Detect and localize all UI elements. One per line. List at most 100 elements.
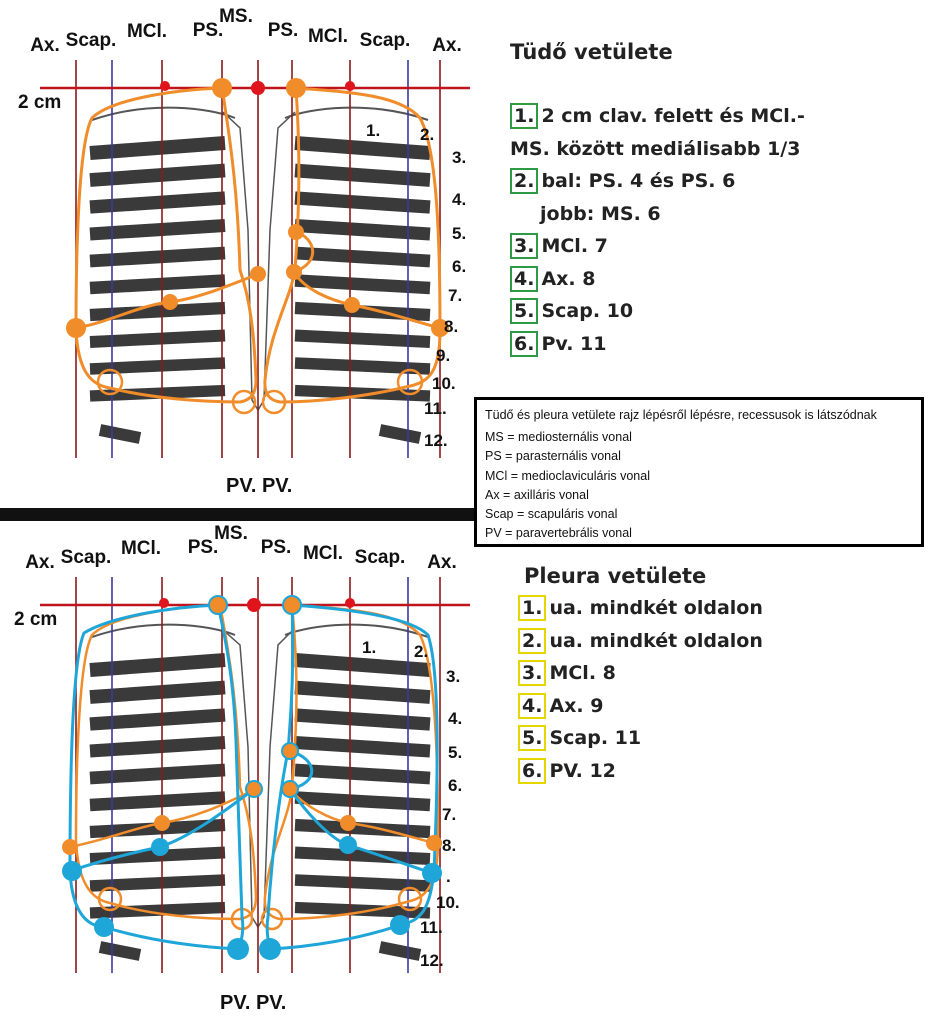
line-label: Ax. bbox=[25, 552, 55, 573]
lung-legend: 1. 2 cm clav. felett és MCl.- MS. között … bbox=[510, 100, 805, 360]
recessus-circles bbox=[96, 368, 424, 415]
rib-number: 11. bbox=[420, 918, 443, 937]
legend-text: 2 cm clav. felett és MCl.- bbox=[541, 105, 805, 127]
legend-number: 2. bbox=[510, 168, 539, 195]
legend-text: Pv. 11 bbox=[541, 332, 607, 355]
rib bbox=[89, 218, 226, 241]
legend-text: MS. között mediálisabb 1/3 bbox=[510, 137, 801, 160]
left-lung-outline bbox=[263, 86, 442, 404]
rib-number: 1. bbox=[362, 638, 376, 657]
legend-text: MCl. 8 bbox=[549, 662, 616, 684]
rib bbox=[294, 708, 431, 731]
rib-number: 8. bbox=[444, 317, 458, 336]
rib bbox=[294, 874, 431, 892]
rib bbox=[294, 791, 431, 812]
top-labels: Ax. Scap. MCl. PS.MS.PS. MCl. Scap. Ax. bbox=[25, 523, 457, 573]
pleura-legend: 1. ua. mindkét oldalon 2. ua. mindkét olda… bbox=[518, 592, 763, 787]
pleura-legend-item-6: 6. PV. 12 bbox=[518, 755, 763, 788]
lung-diagram: Ax. Scap. MCl. PS.MS.PS. MCl. Scap. Ax. 2 cm 1… bbox=[18, 6, 470, 497]
legend-number: 6. bbox=[510, 330, 539, 357]
rib-labels: 1. 2. 3. 4. 5. 6. 7. 8. 9. 10. 11. 12. bbox=[366, 121, 466, 450]
rib-number: 4. bbox=[448, 709, 462, 728]
line-label: PS. bbox=[261, 537, 292, 558]
legend-text: jobb: MS. 6 bbox=[540, 202, 661, 225]
legend-text: Ax. 9 bbox=[549, 694, 604, 717]
rib bbox=[89, 357, 226, 375]
lung-legend-item-6: 6. Pv. 11 bbox=[510, 328, 805, 361]
info-box: Tüdő és pleura vetülete rajz lépésről lé… bbox=[474, 397, 924, 547]
rib bbox=[294, 329, 431, 348]
legend-number: 1. bbox=[518, 595, 547, 622]
legend-number: 1. bbox=[510, 103, 539, 130]
legend-number: 4. bbox=[510, 265, 539, 292]
legend-text: ua. mindkét oldalon bbox=[549, 629, 763, 652]
rib bbox=[89, 191, 226, 214]
line-label: PS. bbox=[188, 537, 219, 558]
lung-legend-item-4: 4. Ax. 8 bbox=[510, 263, 805, 296]
pleura-legend-item-2: 2. ua. mindkét oldalon bbox=[518, 625, 763, 658]
rib-number: 5. bbox=[452, 224, 466, 243]
legend-text: PV. 12 bbox=[549, 759, 616, 782]
bottom-label: PV. PV. bbox=[226, 475, 292, 497]
rib-number: 5. bbox=[448, 743, 462, 762]
rib bbox=[294, 301, 431, 322]
rib-number: 9. bbox=[436, 346, 450, 365]
lung-panel-title: Tüdő vetülete bbox=[510, 40, 673, 64]
line-label: MS. bbox=[219, 6, 253, 27]
rib bbox=[294, 763, 431, 785]
level-markers bbox=[159, 598, 355, 612]
rib bbox=[294, 218, 431, 241]
level-markers bbox=[160, 81, 355, 95]
rib bbox=[89, 301, 226, 322]
info-caption: Tüdő és pleura vetülete rajz lépésről lé… bbox=[485, 408, 877, 422]
rib bbox=[294, 680, 431, 704]
rib-number: 6. bbox=[452, 257, 466, 276]
rib-number: 12. bbox=[424, 431, 448, 450]
rib bbox=[89, 874, 226, 892]
rib bbox=[89, 680, 226, 704]
legend-text: bal: PS. 4 és PS. 6 bbox=[541, 170, 736, 192]
bottom-label: PV. PV. bbox=[220, 992, 286, 1014]
rib bbox=[294, 274, 431, 295]
rib-number: 8. bbox=[442, 836, 456, 855]
rib-number: 10. bbox=[436, 893, 460, 912]
abbreviation-item: PV = paravertebrális vonal bbox=[485, 526, 632, 541]
rib bbox=[89, 246, 226, 268]
rib-number: 7. bbox=[442, 805, 456, 824]
legend-number: 5. bbox=[518, 725, 547, 752]
legend-text: Scap. 11 bbox=[549, 727, 642, 749]
pleura-legend-item-5: 5. Scap. 11 bbox=[518, 722, 763, 755]
lung-landmark-points bbox=[66, 78, 449, 338]
floating-rib bbox=[98, 424, 142, 444]
lung-legend-item-2: 2. bal: PS. 4 és PS. 6 bbox=[510, 165, 805, 198]
legend-text: Scap. 10 bbox=[541, 300, 634, 322]
rib bbox=[89, 791, 226, 812]
rib bbox=[89, 763, 226, 785]
rib bbox=[89, 735, 226, 758]
legend-number: 4. bbox=[518, 692, 547, 719]
rib-number: 3. bbox=[446, 667, 460, 686]
panel-separator bbox=[0, 508, 474, 521]
pleura-legend-item-3: 3. MCl. 8 bbox=[518, 657, 763, 690]
line-label: Scap. bbox=[355, 547, 406, 568]
legend-number: 5. bbox=[510, 298, 539, 325]
lung-legend-item-2-continued: jobb: MS. 6 bbox=[510, 198, 805, 231]
line-label: PS. bbox=[268, 20, 299, 41]
legend-text: MCl. 7 bbox=[541, 235, 608, 257]
rib bbox=[294, 735, 431, 758]
right-lung-outline bbox=[74, 86, 258, 404]
lung-legend-item-3: 3. MCl. 7 bbox=[510, 230, 805, 263]
legend-number: 3. bbox=[518, 660, 547, 687]
floating-rib bbox=[378, 941, 422, 961]
rib bbox=[89, 329, 226, 348]
clavicle bbox=[91, 106, 429, 121]
line-label: MCl. bbox=[121, 538, 161, 559]
abbreviation-item: Scap = scapuláris vonal bbox=[485, 507, 618, 522]
rib bbox=[294, 136, 431, 160]
top-labels: Ax. Scap. MCl. PS.MS.PS. MCl. Scap. Ax. bbox=[30, 6, 462, 56]
floating-rib bbox=[98, 941, 142, 961]
line-label: Scap. bbox=[61, 547, 112, 568]
sternum bbox=[222, 111, 296, 412]
abbreviation-item: PS = parasternális vonal bbox=[485, 449, 621, 464]
clavicle bbox=[91, 623, 429, 638]
